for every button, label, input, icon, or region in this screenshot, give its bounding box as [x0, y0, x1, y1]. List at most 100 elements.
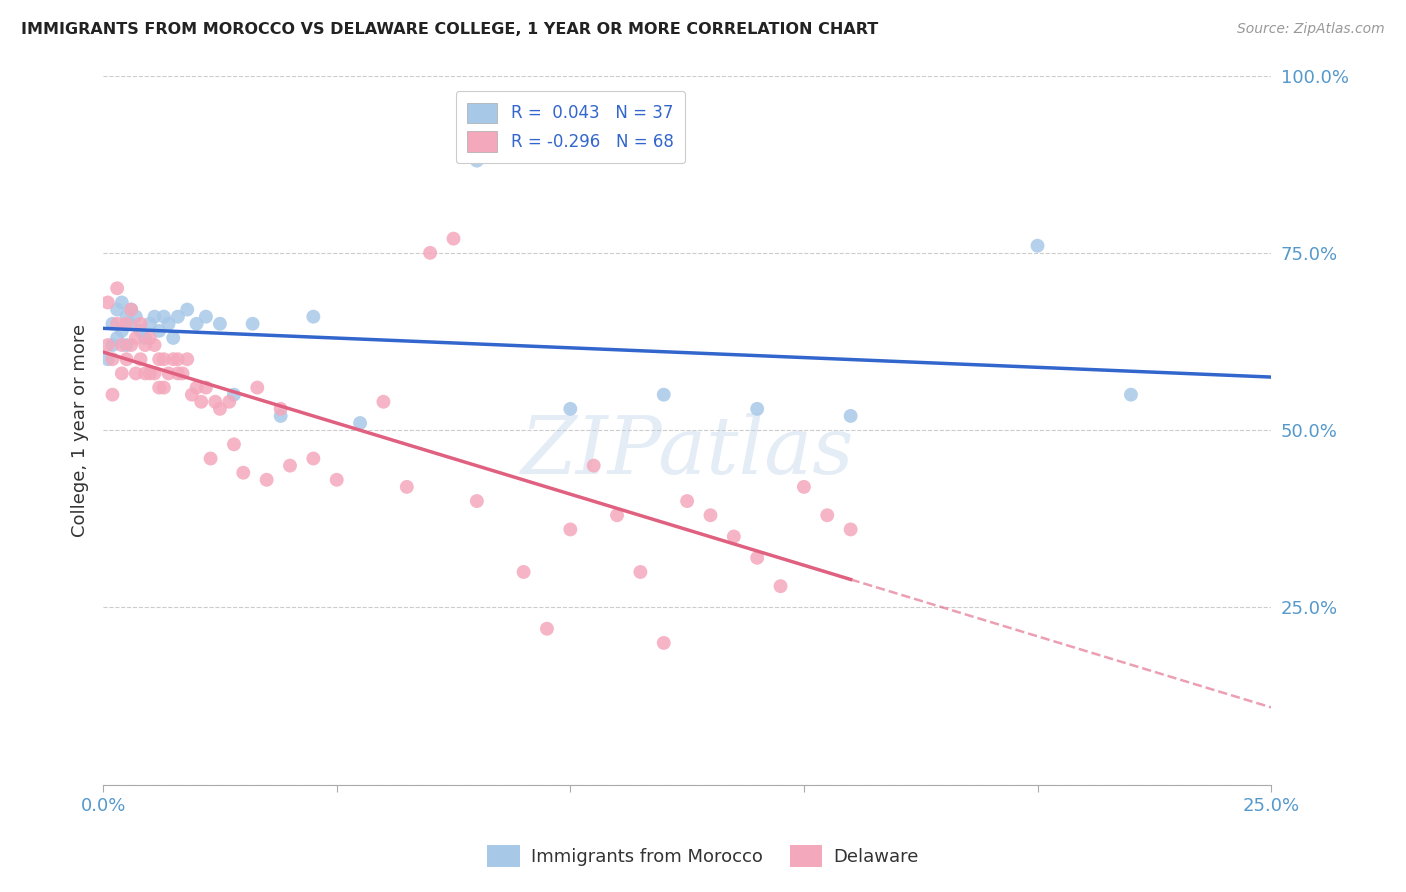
Point	[582, 458, 605, 473]
Point	[465, 494, 488, 508]
Point	[97, 352, 120, 367]
Y-axis label: College, 1 year or more: College, 1 year or more	[72, 324, 89, 537]
Point	[129, 352, 152, 367]
Point	[139, 331, 162, 345]
Point	[208, 317, 231, 331]
Point	[105, 317, 128, 331]
Point	[186, 317, 208, 331]
Point	[793, 480, 815, 494]
Point	[139, 367, 162, 381]
Point	[167, 352, 190, 367]
Point	[373, 394, 395, 409]
Point	[242, 317, 264, 331]
Point	[167, 367, 190, 381]
Point	[115, 310, 138, 324]
Point	[111, 338, 134, 352]
Point	[148, 324, 170, 338]
Legend: R =  0.043   N = 37, R = -0.296   N = 68: R = 0.043 N = 37, R = -0.296 N = 68	[456, 91, 685, 163]
Point	[143, 310, 166, 324]
Point	[676, 494, 699, 508]
Point	[194, 310, 217, 324]
Point	[419, 245, 441, 260]
Point	[839, 523, 862, 537]
Text: Source: ZipAtlas.com: Source: ZipAtlas.com	[1237, 22, 1385, 37]
Point	[125, 367, 148, 381]
Point	[200, 451, 222, 466]
Point	[186, 381, 208, 395]
Point	[222, 387, 245, 401]
Point	[115, 338, 138, 352]
Text: ZIPatlas: ZIPatlas	[520, 413, 853, 491]
Point	[101, 338, 124, 352]
Point	[194, 381, 217, 395]
Point	[747, 550, 769, 565]
Point	[157, 317, 180, 331]
Point	[172, 367, 194, 381]
Point	[148, 381, 170, 395]
Point	[111, 324, 134, 338]
Point	[652, 636, 675, 650]
Point	[349, 416, 371, 430]
Point	[134, 331, 156, 345]
Point	[148, 352, 170, 367]
Point	[125, 310, 148, 324]
Legend: Immigrants from Morocco, Delaware: Immigrants from Morocco, Delaware	[481, 838, 925, 874]
Point	[153, 310, 176, 324]
Point	[815, 508, 838, 523]
Point	[256, 473, 278, 487]
Point	[1119, 387, 1142, 401]
Point	[512, 565, 534, 579]
Point	[97, 338, 120, 352]
Point	[115, 352, 138, 367]
Point	[162, 352, 184, 367]
Point	[465, 153, 488, 168]
Point	[153, 352, 176, 367]
Point	[723, 529, 745, 543]
Point	[204, 394, 226, 409]
Point	[560, 401, 582, 416]
Point	[129, 317, 152, 331]
Point	[134, 338, 156, 352]
Point	[652, 387, 675, 401]
Point	[747, 401, 769, 416]
Point	[180, 387, 202, 401]
Point	[97, 295, 120, 310]
Point	[162, 331, 184, 345]
Point	[120, 338, 142, 352]
Point	[325, 473, 347, 487]
Point	[270, 401, 292, 416]
Point	[232, 466, 254, 480]
Point	[628, 565, 651, 579]
Point	[115, 317, 138, 331]
Point	[120, 302, 142, 317]
Text: IMMIGRANTS FROM MOROCCO VS DELAWARE COLLEGE, 1 YEAR OR MORE CORRELATION CHART: IMMIGRANTS FROM MOROCCO VS DELAWARE COLL…	[21, 22, 879, 37]
Point	[129, 324, 152, 338]
Point	[125, 331, 148, 345]
Point	[606, 508, 628, 523]
Point	[105, 331, 128, 345]
Point	[1026, 238, 1049, 252]
Point	[111, 367, 134, 381]
Point	[270, 409, 292, 423]
Point	[839, 409, 862, 423]
Point	[111, 295, 134, 310]
Point	[167, 310, 190, 324]
Point	[101, 387, 124, 401]
Point	[699, 508, 721, 523]
Point	[105, 281, 128, 295]
Point	[278, 458, 301, 473]
Point	[157, 367, 180, 381]
Point	[246, 381, 269, 395]
Point	[153, 381, 176, 395]
Point	[222, 437, 245, 451]
Point	[208, 401, 231, 416]
Point	[302, 451, 325, 466]
Point	[134, 367, 156, 381]
Point	[395, 480, 418, 494]
Point	[176, 302, 198, 317]
Point	[120, 317, 142, 331]
Point	[139, 317, 162, 331]
Point	[302, 310, 325, 324]
Point	[560, 523, 582, 537]
Point	[443, 232, 465, 246]
